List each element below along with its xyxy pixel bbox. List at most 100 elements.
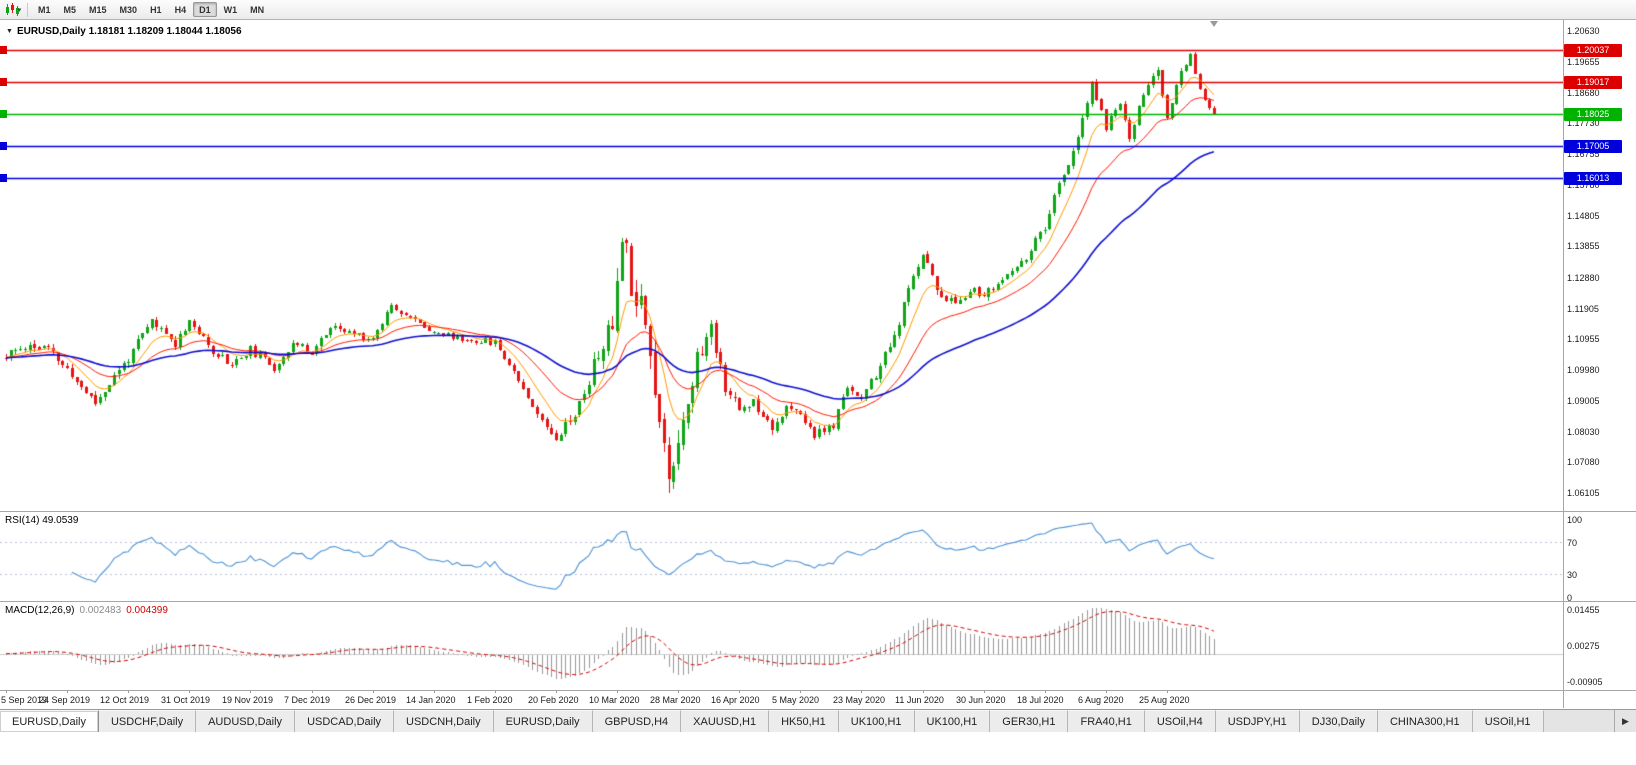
- chart-tab-usdcnh-daily[interactable]: USDCNH,Daily: [394, 710, 494, 732]
- macd-label-text: MACD(12,26,9): [5, 605, 75, 616]
- chart-tab-xauusd-h1[interactable]: XAUUSD,H1: [681, 710, 770, 732]
- date-tick: [617, 690, 618, 693]
- rsi-axis[interactable]: 100 70 30 0: [1564, 512, 1636, 603]
- date-axis-label: 14 Jan 2020: [406, 695, 456, 705]
- date-axis[interactable]: 5 Sep 2019 24 Sep 2019 12 Oct 2019 31 Oct 2…: [0, 690, 1563, 708]
- timeframe-button-d1[interactable]: D1: [193, 2, 217, 17]
- date-tick: [861, 690, 862, 693]
- timeframe-toolbar: ▾ M1 M5 M15 M30 H1 H4 D1 W1 MN: [0, 0, 1636, 20]
- price-axis-label: 1.16755: [1567, 149, 1600, 160]
- hline-price-tag: 1.18025: [1564, 107, 1622, 121]
- date-tick: [312, 690, 313, 693]
- date-tick: [495, 690, 496, 693]
- timeframe-button-h4[interactable]: H4: [174, 5, 187, 15]
- date-tick: [1106, 690, 1107, 693]
- date-axis-label: 1 Feb 2020: [467, 695, 513, 705]
- price-axis-label: 1.07080: [1567, 456, 1600, 467]
- timeframe-button-h1[interactable]: H1: [150, 5, 162, 15]
- price-axis-label: 1.19655: [1567, 57, 1600, 67]
- price-axis-label: 1.06105: [1567, 488, 1600, 498]
- rsi-canvas[interactable]: [0, 512, 1563, 601]
- timeframe-button-m30[interactable]: M30: [119, 5, 138, 15]
- price-axis-label: 1.11905: [1567, 303, 1599, 314]
- hline-left-marker: [0, 109, 7, 118]
- chart-tab-eurusd-daily[interactable]: EURUSD,Daily: [493, 710, 593, 732]
- date-axis-label: 5 Sep 2019: [1, 695, 48, 705]
- main-chart-panel: ▼ EURUSD,Daily 1.18181 1.18209 1.18044 1…: [0, 20, 1563, 511]
- price-axis-label: 1.09980: [1567, 364, 1600, 375]
- rsi-axis-label: 0: [1567, 593, 1573, 603]
- toolbar-separator: [27, 2, 28, 17]
- date-tick: [373, 690, 374, 693]
- chart-tab-uk100-h1[interactable]: UK100,H1: [838, 710, 915, 732]
- date-axis-label: 5 May 2020: [772, 695, 820, 705]
- rsi-panel-resize-handle[interactable]: [0, 511, 1636, 512]
- date-tick: [67, 690, 68, 693]
- price-chart-canvas[interactable]: [0, 20, 1563, 511]
- chart-tab-uk100-h1[interactable]: UK100,H1: [914, 710, 991, 732]
- chart-tab-usdjpy-h1[interactable]: USDJPY,H1: [1215, 710, 1300, 732]
- macd-panel-resize-handle[interactable]: [0, 601, 1636, 602]
- chart-tab-fra40-h1[interactable]: FRA40,H1: [1068, 710, 1145, 732]
- date-axis-label: 19 Nov 2019: [222, 695, 274, 705]
- date-axis-label: 18 Jul 2020: [1017, 695, 1064, 705]
- chart-tab-gbpusd-h4[interactable]: GBPUSD,H4: [592, 710, 682, 732]
- rsi-axis-label: 100: [1567, 515, 1583, 525]
- date-tick: [739, 690, 740, 693]
- chart-tab-ger30-h1[interactable]: GER30,H1: [990, 710, 1069, 732]
- macd-axis[interactable]: 0.01455 0.00275 -0.00905: [1564, 602, 1636, 690]
- macd-axis-label: 0.00275: [1567, 641, 1600, 652]
- date-axis-label: 20 Feb 2020: [528, 695, 579, 705]
- chart-tab-usdchf-daily[interactable]: USDCHF,Daily: [98, 710, 197, 732]
- hline-price-tag: 1.20037: [1564, 43, 1622, 57]
- chart-tab-eurusd-daily[interactable]: EURUSD,Daily: [0, 710, 99, 732]
- timeframe-button-mn[interactable]: MN: [250, 5, 265, 15]
- timeframe-button-m1[interactable]: M1: [38, 5, 51, 15]
- chart-tab-usoil-h4[interactable]: USOil,H4: [1144, 710, 1216, 732]
- chart-shift-marker: [1210, 21, 1218, 27]
- rsi-label-text: RSI(14) 49.0539: [5, 515, 79, 526]
- price-axis[interactable]: 1.20630 1.19655 1.18680 1.17730 1.16755 1.157…: [1564, 20, 1636, 511]
- date-tick: [984, 690, 985, 693]
- chart-tab-usdcad-daily[interactable]: USDCAD,Daily: [295, 710, 395, 732]
- date-axis-label: 28 Mar 2020: [650, 695, 701, 705]
- date-axis-label: 12 Oct 2019: [100, 695, 150, 705]
- date-tick: [6, 690, 7, 693]
- macd-canvas[interactable]: [0, 602, 1563, 690]
- date-axis-separator: [0, 690, 1636, 691]
- chart-tab-dj30-daily[interactable]: DJ30,Daily: [1299, 710, 1378, 732]
- macd-axis-label: -0.00905: [1567, 677, 1603, 688]
- date-tick: [1045, 690, 1046, 693]
- hline-left-marker: [0, 173, 7, 182]
- candlestick-chart-icon[interactable]: ▾: [3, 2, 23, 18]
- timeframe-button-m5[interactable]: M5: [63, 5, 77, 15]
- rsi-panel: RSI(14) 49.0539: [0, 512, 1563, 601]
- rsi-label: RSI(14) 49.0539: [5, 515, 78, 526]
- chart-tab-hk50-h1[interactable]: HK50,H1: [769, 710, 839, 732]
- price-axis-label: 1.20630: [1567, 26, 1600, 36]
- price-axis-label: 1.17730: [1567, 118, 1600, 129]
- rsi-axis-label: 30: [1567, 569, 1578, 580]
- tab-scroll-right-button[interactable]: ▶: [1614, 709, 1636, 732]
- chart-tab-usoil-h1[interactable]: USOil,H1: [1472, 710, 1544, 732]
- chart-title-text: EURUSD,Daily 1.18181 1.18209 1.18044 1.1…: [16, 26, 242, 37]
- timeframe-button-w1[interactable]: W1: [223, 5, 238, 15]
- macd-axis-label: 0.01455: [1567, 604, 1600, 615]
- date-axis-label: 6 Aug 2020: [1078, 695, 1124, 705]
- date-tick: [800, 690, 801, 693]
- macd-panel: MACD(12,26,9) 0.002483 0.004399: [0, 602, 1563, 690]
- date-axis-label: 26 Dec 2019: [345, 695, 397, 705]
- rsi-axis-label: 70: [1567, 538, 1578, 549]
- chart-tab-audusd-daily[interactable]: AUDUSD,Daily: [196, 710, 296, 732]
- price-axis-label: 1.15780: [1567, 180, 1600, 191]
- date-axis-label: 23 May 2020: [833, 695, 886, 705]
- date-tick: [434, 690, 435, 693]
- date-axis-label: 31 Oct 2019: [161, 695, 211, 705]
- timeframe-button-m15[interactable]: M15: [89, 5, 107, 15]
- chart-tab-china300-h1[interactable]: CHINA300,H1: [1377, 710, 1473, 732]
- date-tick: [678, 690, 679, 693]
- price-axis-label: 1.14805: [1567, 211, 1600, 222]
- price-axis-label: 1.18680: [1567, 88, 1600, 99]
- collapse-icon[interactable]: ▼: [6, 28, 13, 35]
